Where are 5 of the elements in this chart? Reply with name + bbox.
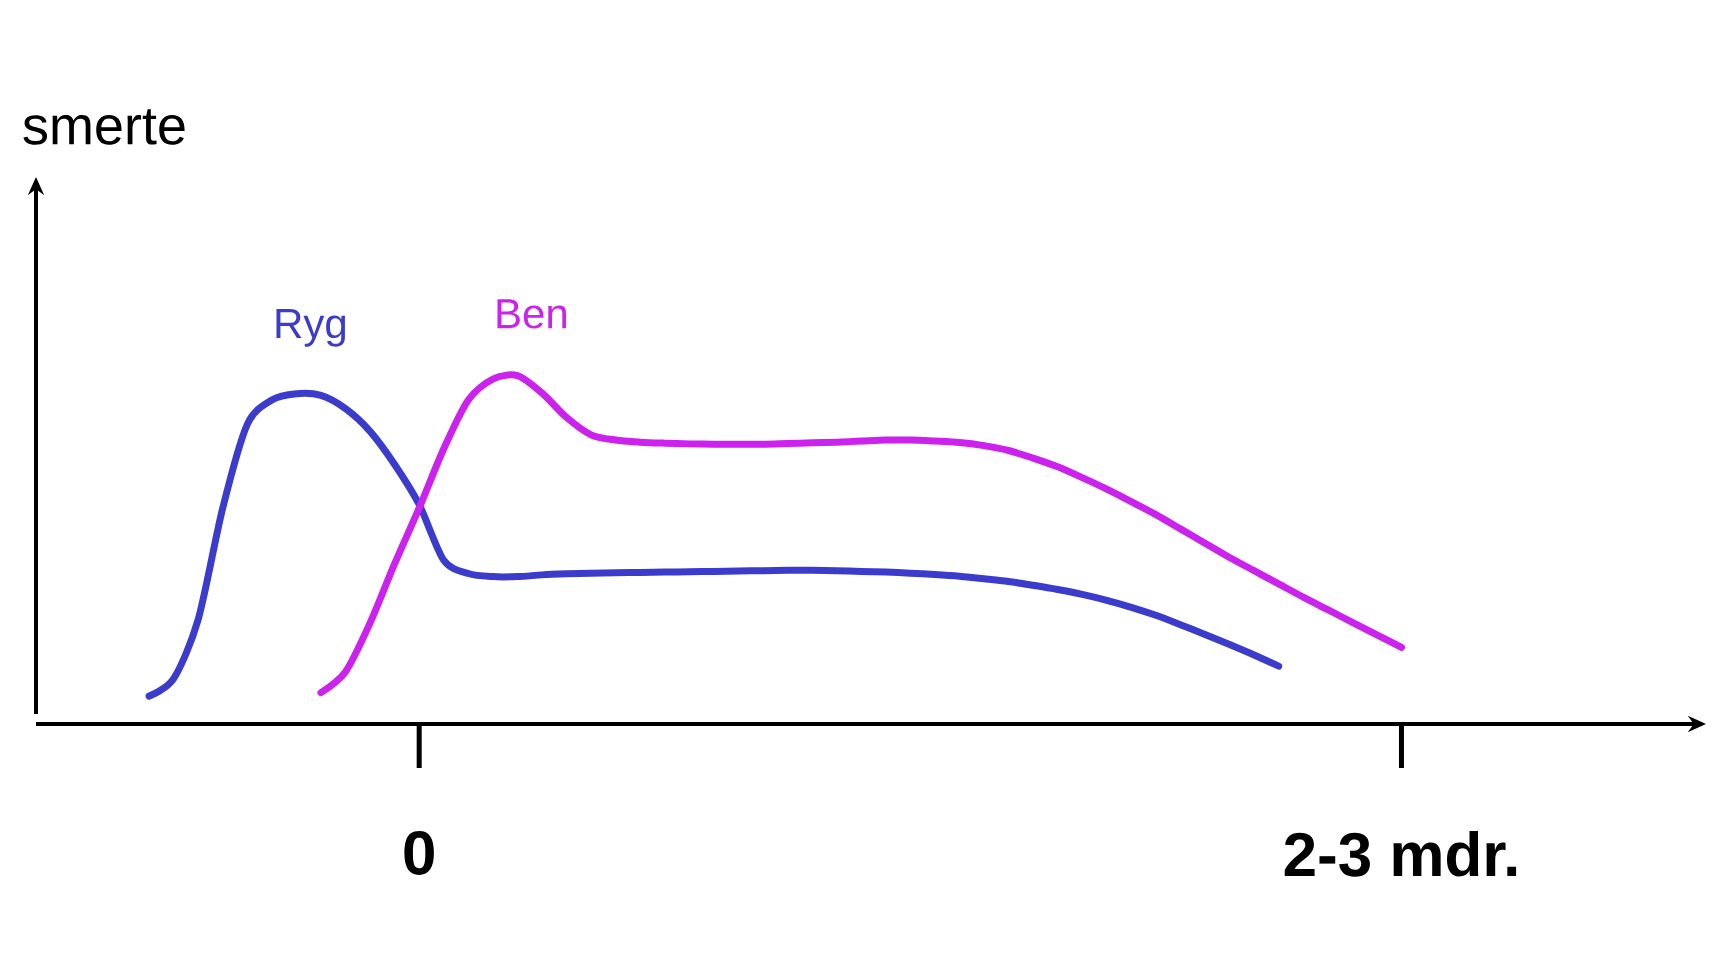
- x-tick-label: 2-3 mdr.: [1284, 831, 1517, 877]
- series-label: Ryg: [276, 309, 346, 347]
- x-tick-label: 0: [404, 831, 434, 875]
- y-axis-title: smerte: [23, 109, 185, 145]
- series-label: Ben: [497, 299, 567, 329]
